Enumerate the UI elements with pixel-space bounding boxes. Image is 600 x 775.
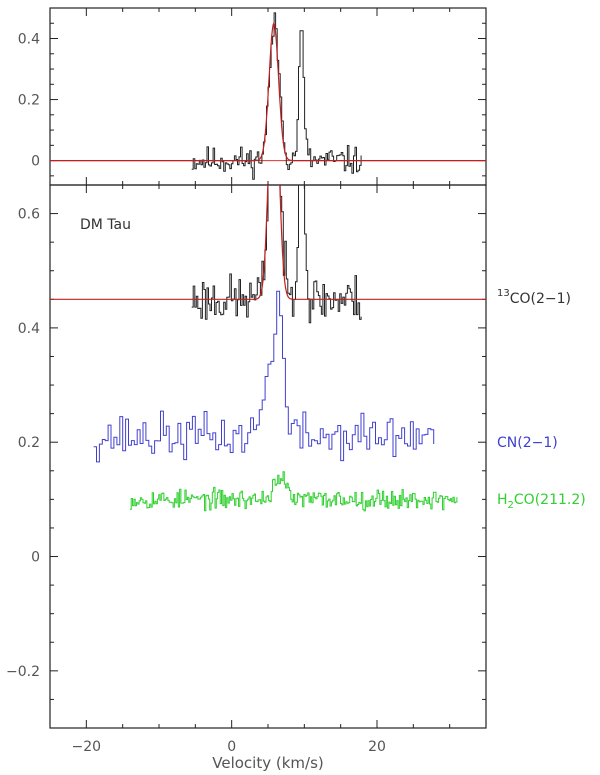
series-label-h2co-pre: H [497,492,508,508]
series-line-fit-1 [50,21,486,162]
series-label-cn: CN(2−1) [497,435,558,451]
series-label-h2co-main: CO(211.2) [514,492,586,508]
y-tick-label: 0.6 [18,207,40,223]
bottom-panel: −0.2 0 0.2 0.4 0.6 −20 0 20 DM Tau 13CO(2−1) C… [6,184,586,772]
bottom-panel-frame [49,184,487,729]
top-y-axis: 0 0.2 0.4 [18,7,486,177]
x-axis: −20 0 20 [72,739,386,755]
series-line-13co-fit [50,185,486,300]
bottom-y-axis: −0.2 0 0.2 0.4 0.6 [6,184,486,700]
y-tick-label: 0 [31,550,40,566]
series-line-13co-2-1- [191,185,362,324]
x-tick-label: 0 [227,739,236,755]
y-tick-label: 0 [31,154,40,170]
top-series-group [49,8,487,185]
series-clip-group [50,185,486,512]
y-tick-label: 0.4 [18,32,40,48]
x-tick-label: −20 [72,739,102,755]
y-tick-label: 0.4 [18,321,40,337]
series-line-spectrum-0 [191,12,362,180]
series-line-cn-2-1- [93,290,435,463]
y-tick-label: 0.2 [18,93,40,109]
series-line-h2co-211-2- [129,471,458,512]
series-clip-group [50,12,486,180]
x-axis-title: Velocity (km/s) [212,754,323,772]
top-panel: 0 0.2 0.4 [18,7,487,186]
series-label-13co-main: CO(2−1) [510,291,571,307]
series-label-13co-sup: 13 [497,288,510,299]
bottom-series-group [49,185,487,728]
y-tick-label: −0.2 [6,664,40,680]
y-tick-label: 0.2 [18,435,40,451]
series-label-13co: 13CO(2−1) [497,288,571,307]
source-annotation: DM Tau [80,217,131,233]
series-label-h2co: H2CO(211.2) [497,492,586,511]
x-tick-label: 20 [368,739,386,755]
series-label-h2co-sub: 2 [508,500,514,511]
